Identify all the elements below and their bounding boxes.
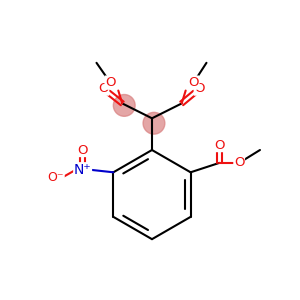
Text: N⁺: N⁺ (74, 163, 92, 177)
Circle shape (113, 94, 135, 116)
Text: O: O (77, 143, 88, 157)
Text: O: O (98, 82, 109, 95)
Text: O⁻: O⁻ (48, 171, 64, 184)
Text: O: O (234, 156, 244, 170)
Text: O: O (105, 76, 116, 89)
Text: O: O (188, 76, 199, 89)
Text: O: O (194, 82, 205, 95)
Circle shape (143, 112, 165, 134)
Text: O: O (214, 139, 225, 152)
